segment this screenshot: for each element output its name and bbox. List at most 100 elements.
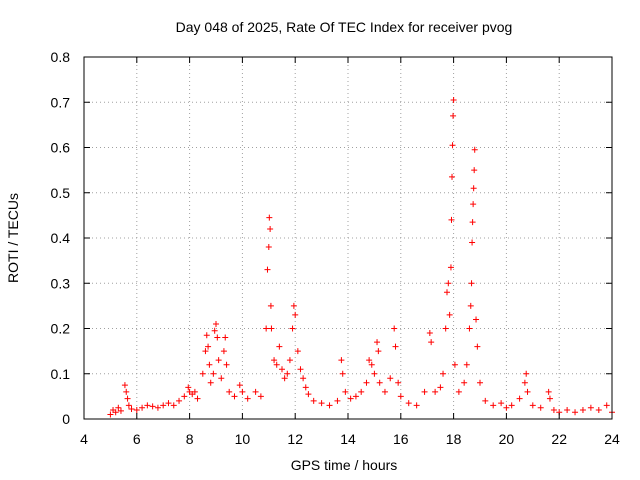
- data-point: [176, 397, 183, 404]
- data-point: [463, 361, 470, 368]
- data-point: [199, 370, 206, 377]
- data-point: [428, 339, 435, 346]
- data-point: [133, 406, 140, 413]
- data-point: [587, 404, 594, 411]
- data-point: [302, 384, 309, 391]
- data-point: [471, 167, 478, 174]
- data-point: [371, 370, 378, 377]
- data-point: [210, 370, 217, 377]
- data-point: [508, 402, 515, 409]
- data-point: [498, 400, 505, 407]
- data-point: [358, 388, 365, 395]
- data-point: [236, 382, 243, 389]
- x-tick-label: 16: [393, 431, 409, 447]
- data-point: [446, 311, 453, 318]
- data-point: [318, 400, 325, 407]
- data-point: [461, 379, 468, 386]
- x-tick-label: 6: [133, 431, 141, 447]
- data-point: [276, 343, 283, 350]
- data-point: [214, 334, 221, 341]
- data-point: [440, 370, 447, 377]
- data-point: [466, 325, 473, 332]
- data-point: [294, 348, 301, 355]
- data-point: [521, 379, 528, 386]
- data-point: [579, 406, 586, 413]
- data-point: [165, 400, 172, 407]
- data-point: [310, 397, 317, 404]
- data-point: [265, 244, 272, 251]
- data-point: [572, 409, 579, 416]
- data-point: [524, 388, 531, 395]
- data-point: [281, 375, 288, 382]
- data-point: [444, 289, 450, 296]
- data-point: [170, 402, 177, 409]
- data-point: [273, 361, 280, 368]
- x-tick-label: 4: [80, 431, 88, 447]
- grid: [84, 57, 612, 419]
- data-point: [220, 348, 227, 355]
- data-point: [128, 406, 135, 413]
- data-point: [279, 366, 285, 373]
- data-point: [449, 142, 456, 149]
- data-point: [107, 411, 114, 418]
- data-point: [395, 379, 402, 386]
- data-point: [405, 400, 412, 407]
- x-tick-label: 8: [186, 431, 194, 447]
- data-point: [352, 393, 359, 400]
- data-point: [445, 280, 452, 287]
- data-point: [477, 379, 483, 386]
- x-tick-label: 18: [446, 431, 462, 447]
- data-point: [326, 402, 333, 409]
- data-point: [194, 395, 201, 402]
- data-point: [469, 219, 476, 226]
- data-point: [363, 379, 370, 386]
- data-point: [222, 334, 229, 341]
- data-point: [215, 357, 222, 364]
- data-point: [545, 388, 552, 395]
- data-point: [450, 96, 457, 103]
- data-point: [185, 384, 192, 391]
- data-point: [300, 375, 307, 382]
- data-point: [286, 357, 293, 364]
- data-point: [305, 391, 312, 398]
- y-tick-label: 0.6: [51, 140, 71, 156]
- data-point: [470, 185, 477, 192]
- data-point: [181, 393, 188, 400]
- y-tick-label: 0.5: [51, 185, 71, 201]
- data-point: [387, 375, 394, 382]
- y-tick-label: 0.3: [51, 275, 71, 291]
- data-point: [112, 409, 119, 416]
- data-point: [381, 388, 388, 395]
- x-tick-label: 10: [235, 431, 251, 447]
- data-point: [537, 404, 544, 411]
- axis-ticks: [83, 56, 613, 420]
- x-axis-label: GPS time / hours: [291, 457, 398, 473]
- data-point: [267, 225, 274, 232]
- data-point: [376, 379, 383, 386]
- data-point: [121, 382, 128, 389]
- chart-title: Day 048 of 2025, Rate Of TEC Index for r…: [176, 19, 513, 35]
- data-point: [115, 404, 122, 411]
- data-point: [267, 302, 274, 309]
- data-point: [203, 332, 210, 339]
- data-point: [266, 214, 273, 221]
- data-point: [268, 325, 275, 332]
- data-point: [213, 320, 219, 327]
- data-point: [347, 395, 354, 402]
- data-point: [546, 395, 553, 402]
- data-point: [284, 370, 291, 377]
- data-point: [144, 402, 151, 409]
- data-point: [339, 370, 346, 377]
- data-point: [413, 402, 420, 409]
- data-point: [124, 395, 131, 402]
- data-point: [468, 280, 475, 287]
- data-point: [375, 348, 382, 355]
- data-point: [223, 361, 230, 368]
- data-point: [397, 393, 404, 400]
- data-point: [149, 403, 156, 410]
- data-point: [117, 407, 124, 414]
- data-point: [231, 393, 238, 400]
- data-point: [239, 388, 246, 395]
- data-point: [125, 402, 132, 409]
